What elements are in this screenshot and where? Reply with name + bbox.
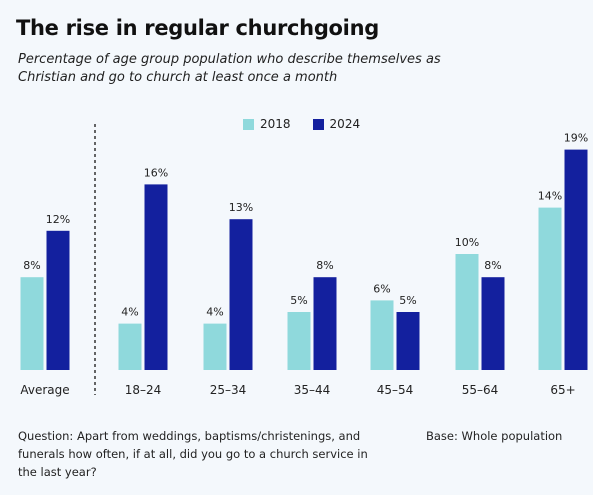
data-label-2018-4: 6%	[373, 282, 390, 295]
bar-2024-2	[229, 219, 253, 370]
data-label-2018-0: 8%	[23, 259, 40, 272]
data-label-2018-5: 10%	[455, 236, 479, 249]
data-label-2018-2: 4%	[206, 306, 223, 319]
legend-label-2024: 2024	[329, 117, 361, 131]
legend-swatch-2018	[243, 118, 254, 130]
data-label-2024-0: 12%	[46, 213, 70, 226]
bar-2024-1	[144, 184, 168, 370]
chart-subtitle: Percentage of age group population who d…	[18, 52, 441, 85]
legend-label-2018: 2018	[260, 117, 291, 131]
bar-2018-5	[455, 254, 479, 370]
bar-2024-4	[396, 312, 420, 370]
bar-2018-0	[20, 277, 44, 370]
data-label-2024-6: 19%	[564, 132, 588, 145]
data-label-2018-6: 14%	[538, 190, 562, 203]
bar-2024-3	[313, 277, 337, 370]
category-label-1: 18–24	[125, 383, 162, 397]
bar-2018-6	[538, 207, 562, 370]
legend-item-2018: 2018	[243, 117, 291, 131]
data-label-2024-5: 8%	[484, 259, 501, 272]
category-label-4: 45–54	[377, 383, 414, 397]
footnote-question: Question: Apart from weddings, baptisms/…	[18, 429, 368, 479]
bar-2018-3	[287, 312, 311, 370]
legend-item-2024: 2024	[312, 117, 361, 131]
legend: 2018 2024	[243, 117, 382, 131]
category-label-3: 35–44	[294, 383, 331, 397]
data-label-2018-3: 5%	[290, 294, 307, 307]
bar-2024-5	[481, 277, 505, 370]
bar-2024-0	[46, 230, 70, 370]
data-label-2018-1: 4%	[121, 306, 138, 319]
category-label-6: 65+	[550, 383, 575, 397]
data-label-2024-4: 5%	[399, 294, 416, 307]
chart-title: The rise in regular churchgoing	[16, 16, 379, 40]
data-label-2024-2: 13%	[229, 201, 253, 214]
data-label-2024-1: 16%	[144, 166, 168, 179]
bar-2018-2	[203, 323, 227, 370]
legend-swatch-2024	[312, 118, 324, 130]
category-label-2: 25–34	[210, 383, 247, 397]
category-label-0: Average	[20, 383, 69, 397]
data-label-2024-3: 8%	[316, 259, 333, 272]
bar-2018-1	[118, 323, 142, 370]
category-label-5: 55–64	[462, 383, 499, 397]
bar-2018-4	[370, 300, 394, 370]
footnote-base: Base: Whole population	[426, 429, 563, 443]
bar-2024-6	[564, 149, 588, 370]
